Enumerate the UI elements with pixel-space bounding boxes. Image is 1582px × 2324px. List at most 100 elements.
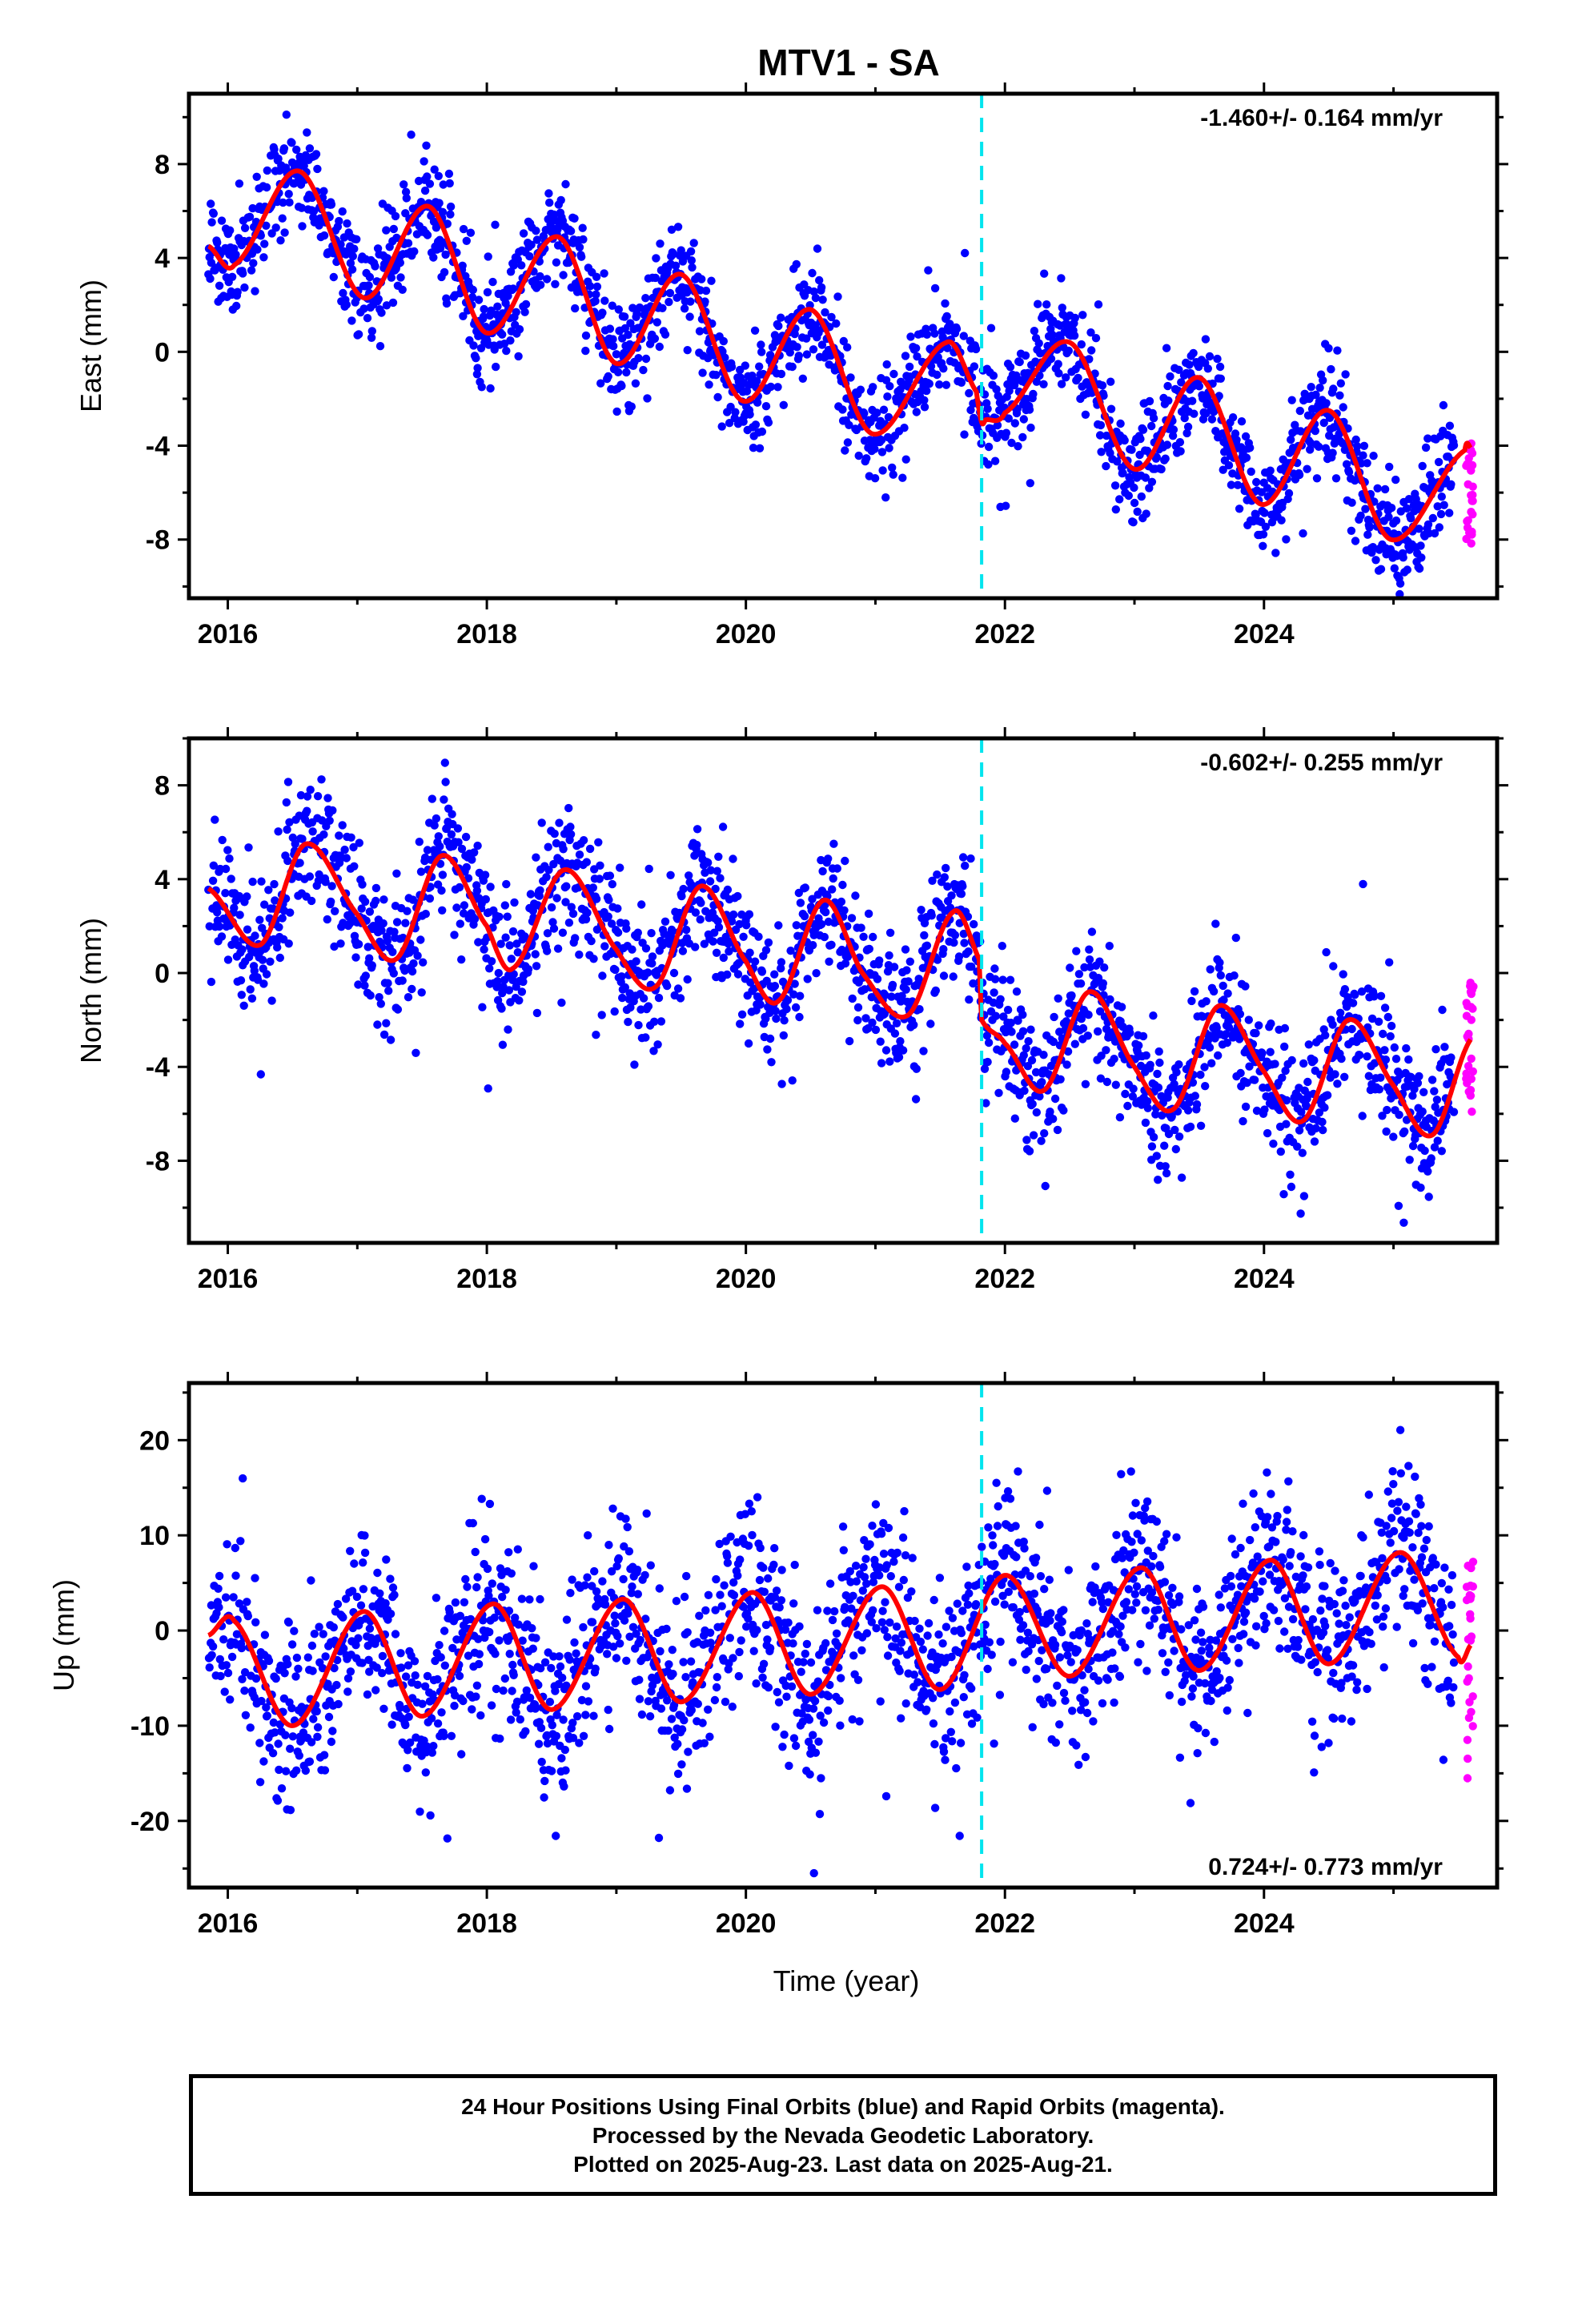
north-data-point bbox=[613, 928, 623, 937]
up-data-point bbox=[397, 1663, 406, 1672]
up-data-point bbox=[823, 1606, 832, 1615]
north-data-point bbox=[307, 896, 316, 906]
up-data-point bbox=[339, 1613, 347, 1622]
east-data-point bbox=[827, 312, 836, 322]
east-data-point bbox=[474, 296, 484, 304]
east-data-point bbox=[920, 396, 929, 404]
east-data-point bbox=[1399, 553, 1407, 562]
north-data-point bbox=[247, 994, 257, 1003]
east-data-point bbox=[491, 220, 500, 229]
up-data-point bbox=[243, 1611, 252, 1621]
north-data-point bbox=[982, 1031, 992, 1040]
north-data-point bbox=[1155, 1058, 1164, 1068]
east-data-point bbox=[1241, 432, 1251, 441]
up-data-point bbox=[512, 1708, 520, 1717]
north-data-point bbox=[1440, 1043, 1449, 1051]
north-data-point bbox=[788, 1076, 797, 1085]
east-data-point bbox=[579, 235, 588, 244]
up-data-point bbox=[341, 1594, 351, 1603]
north-data-point bbox=[409, 959, 418, 968]
east-data-point bbox=[1341, 370, 1350, 379]
east-data-point bbox=[425, 179, 435, 188]
north-data-point bbox=[361, 971, 370, 980]
up-data-point bbox=[706, 1638, 715, 1647]
east-data-point bbox=[209, 209, 218, 218]
up-data-point bbox=[584, 1531, 592, 1540]
north-data-point bbox=[1276, 1147, 1286, 1156]
up-data-point bbox=[764, 1683, 773, 1692]
north-data-point bbox=[1149, 1132, 1158, 1142]
east-data-point bbox=[1307, 383, 1315, 392]
up-data-point bbox=[275, 1765, 283, 1775]
north-data-point bbox=[555, 818, 564, 827]
north-data-point bbox=[639, 994, 648, 1003]
north-data-point bbox=[464, 874, 473, 883]
north-data-point bbox=[1007, 1027, 1016, 1036]
east-data-point bbox=[658, 304, 667, 312]
up-data-point bbox=[761, 1620, 771, 1630]
up-data-point bbox=[379, 1704, 388, 1713]
up-data-point bbox=[736, 1555, 745, 1564]
north-data-point bbox=[597, 1011, 606, 1019]
north-data-point bbox=[894, 1052, 904, 1062]
up-data-point bbox=[332, 1680, 341, 1690]
north-data-point bbox=[896, 1037, 905, 1046]
east-data-point bbox=[279, 198, 287, 207]
east-data-point bbox=[841, 446, 849, 455]
east-data-point bbox=[1096, 420, 1106, 430]
east-data-point bbox=[793, 343, 801, 352]
east-data-point bbox=[650, 334, 660, 343]
north-data-point bbox=[549, 859, 558, 869]
north-data-point bbox=[238, 945, 247, 954]
north-data-point bbox=[1160, 1141, 1169, 1150]
north-data-point bbox=[919, 1047, 928, 1055]
north-plot-area bbox=[204, 758, 1478, 1228]
north-data-point bbox=[800, 911, 809, 921]
up-data-point bbox=[548, 1721, 556, 1730]
north-data-point bbox=[1098, 979, 1108, 988]
east-data-point bbox=[483, 287, 492, 297]
up-data-point bbox=[532, 1634, 540, 1642]
up-data-point bbox=[215, 1655, 224, 1664]
east-data-point bbox=[359, 304, 368, 313]
east-data-point bbox=[627, 402, 636, 411]
east-data-point bbox=[1215, 362, 1225, 372]
north-data-point bbox=[927, 911, 936, 920]
north-data-point bbox=[543, 947, 552, 955]
north-data-point bbox=[940, 873, 950, 882]
north-data-point bbox=[608, 879, 616, 889]
up-data-point bbox=[237, 1643, 246, 1653]
up-data-point bbox=[391, 1630, 400, 1638]
north-data-point bbox=[416, 935, 425, 944]
north-data-point bbox=[1378, 1112, 1387, 1120]
east-data-point bbox=[404, 239, 413, 247]
north-data-point bbox=[1050, 1012, 1058, 1022]
up-data-point bbox=[498, 1592, 507, 1602]
up-data-point bbox=[214, 1584, 223, 1594]
north-data-point bbox=[928, 876, 937, 886]
up-data-point bbox=[356, 1601, 366, 1610]
north-data-point bbox=[998, 975, 1007, 984]
north-data-point bbox=[1355, 1051, 1364, 1059]
north-data-point bbox=[566, 822, 575, 831]
east-data-point bbox=[717, 422, 726, 431]
up-data-point bbox=[815, 1810, 825, 1819]
north-data-point bbox=[1012, 987, 1022, 996]
north-data-point bbox=[998, 942, 1007, 951]
north-data-point bbox=[416, 867, 426, 876]
east-data-point bbox=[697, 275, 706, 283]
north-data-point bbox=[1022, 1043, 1030, 1053]
up-data-point bbox=[386, 1610, 396, 1618]
up-data-point bbox=[745, 1499, 754, 1508]
north-data-point bbox=[812, 969, 821, 978]
east-data-point bbox=[1058, 304, 1067, 312]
up-data-point bbox=[656, 1704, 666, 1713]
east-data-point bbox=[441, 250, 450, 259]
north-data-point bbox=[857, 923, 865, 932]
up-data-point bbox=[560, 1745, 569, 1755]
up-data-point bbox=[388, 1583, 398, 1592]
north-data-point bbox=[868, 1018, 877, 1027]
north-data-point bbox=[592, 1031, 600, 1039]
up-data-point bbox=[464, 1651, 473, 1660]
north-data-point bbox=[336, 939, 345, 948]
